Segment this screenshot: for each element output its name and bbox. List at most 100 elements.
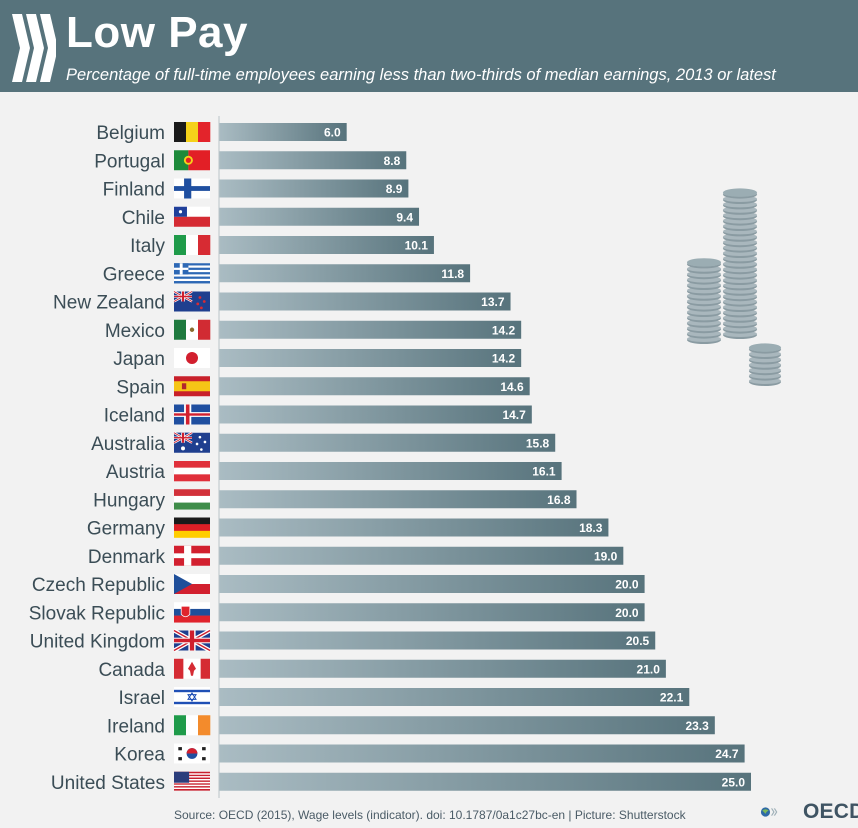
oecd-logo-text: OECD: [803, 800, 858, 823]
value-label: 22.1: [660, 691, 684, 705]
denmark-flag-icon: [174, 545, 210, 566]
category-label: Czech Republic: [32, 575, 165, 596]
bar-czech-republic: [219, 575, 645, 593]
value-label: 8.9: [386, 182, 403, 196]
bars-layer: 6.0 Belgium 8.8 Portugal 8.9 Finland 9.4 Chile 1…: [29, 122, 751, 794]
category-label: Denmark: [88, 547, 166, 568]
bar-iceland: [219, 405, 532, 424]
value-label: 16.1: [532, 465, 556, 479]
chile-flag-icon: [174, 206, 210, 227]
page-subtitle: Percentage of full-time employees earnin…: [66, 66, 776, 84]
value-label: 24.7: [715, 747, 739, 761]
bar-ireland: [219, 716, 715, 735]
category-label: Austria: [106, 462, 166, 483]
australia-flag-icon: [173, 431, 210, 453]
value-label: 15.8: [526, 436, 550, 450]
page-title: Low Pay: [66, 8, 248, 57]
value-label: 10.1: [405, 239, 429, 253]
value-label: 8.8: [384, 154, 401, 168]
bar-spain: [219, 377, 530, 396]
category-label: Spain: [116, 377, 165, 398]
bar-united-kingdom: [219, 631, 656, 650]
bar-hungary: [219, 490, 577, 509]
value-label: 9.4: [396, 210, 413, 224]
israel-flag-icon: [174, 687, 210, 707]
bar-greece: [219, 264, 471, 283]
bar-canada: [219, 659, 666, 678]
category-label: Mexico: [105, 321, 165, 342]
canada-flag-icon: [174, 658, 210, 679]
category-label: Portugal: [94, 151, 165, 172]
finland-flag-icon: [174, 178, 210, 199]
ireland-flag-icon: [174, 715, 211, 736]
value-label: 16.8: [547, 493, 571, 507]
value-label: 11.8: [441, 267, 464, 281]
category-label: Italy: [130, 236, 165, 257]
korea-flag-icon: [174, 743, 210, 764]
category-label: Belgium: [96, 123, 165, 144]
value-label: 14.2: [492, 323, 516, 337]
category-label: Ireland: [107, 716, 165, 737]
bar-united-states: [219, 772, 751, 791]
united-kingdom-flag-icon: [173, 628, 211, 653]
category-label: Israel: [119, 688, 165, 709]
czech-republic-flag-icon: [174, 574, 210, 594]
bar-japan: [219, 349, 522, 367]
value-label: 20.0: [615, 606, 639, 620]
value-label: 14.7: [502, 408, 526, 422]
belgium-flag-icon: [174, 122, 211, 142]
italy-flag-icon: [174, 235, 211, 255]
category-label: United States: [51, 773, 165, 794]
bar-israel: [219, 688, 690, 706]
category-label: Germany: [87, 519, 166, 540]
category-label: Chile: [122, 208, 165, 229]
bar-italy: [219, 236, 434, 254]
coins-icon: [687, 188, 781, 386]
oecd-logo-icon: [760, 807, 778, 817]
bar-austria: [219, 462, 562, 480]
mexico-flag-icon: [174, 319, 211, 340]
value-label: 25.0: [722, 775, 746, 789]
spain-flag-icon: [174, 376, 210, 397]
portugal-flag-icon: [174, 150, 210, 171]
bar-germany: [219, 518, 609, 537]
value-label: 18.3: [579, 521, 603, 535]
bar-mexico: [219, 320, 522, 339]
greece-flag-icon: [174, 263, 210, 284]
slovak-republic-flag-icon: [174, 602, 210, 623]
chevrons-icon: [12, 14, 56, 82]
category-label: Slovak Republic: [29, 603, 165, 624]
bar-chile: [219, 207, 420, 226]
iceland-flag-icon: [174, 404, 210, 425]
source-note: Source: OECD (2015), Wage levels (indica…: [174, 808, 686, 822]
bar-korea: [219, 744, 745, 763]
value-label: 23.3: [685, 719, 709, 733]
hungary-flag-icon: [174, 489, 210, 510]
value-label: 13.7: [481, 295, 505, 309]
category-label: United Kingdom: [30, 632, 165, 653]
japan-flag-icon: [174, 348, 210, 368]
bar-portugal: [219, 151, 407, 170]
bar-slovak-republic: [219, 603, 645, 622]
value-label: 14.2: [492, 352, 516, 366]
category-label: Iceland: [104, 406, 165, 427]
new-zealand-flag-icon: [173, 290, 210, 312]
bar-denmark: [219, 546, 624, 565]
category-label: Korea: [114, 745, 165, 766]
category-label: Finland: [103, 180, 165, 201]
germany-flag-icon: [174, 517, 210, 538]
value-label: 14.6: [500, 380, 524, 394]
value-label: 20.5: [626, 634, 650, 648]
value-label: 6.0: [324, 126, 341, 140]
category-label: Canada: [98, 660, 165, 681]
value-label: 21.0: [637, 662, 661, 676]
united-states-flag-icon: [174, 771, 210, 791]
austria-flag-icon: [174, 461, 210, 482]
category-label: Japan: [113, 349, 165, 370]
bar-chart: 6.0 Belgium 8.8 Portugal 8.9 Finland 9.4 Chile 1…: [29, 116, 751, 798]
bar-belgium: [219, 123, 347, 141]
header-banner: Low Pay Percentage of full-time employee…: [0, 0, 858, 92]
category-label: Hungary: [93, 490, 165, 511]
bar-new-zealand: [219, 292, 511, 311]
value-label: 19.0: [594, 549, 618, 563]
